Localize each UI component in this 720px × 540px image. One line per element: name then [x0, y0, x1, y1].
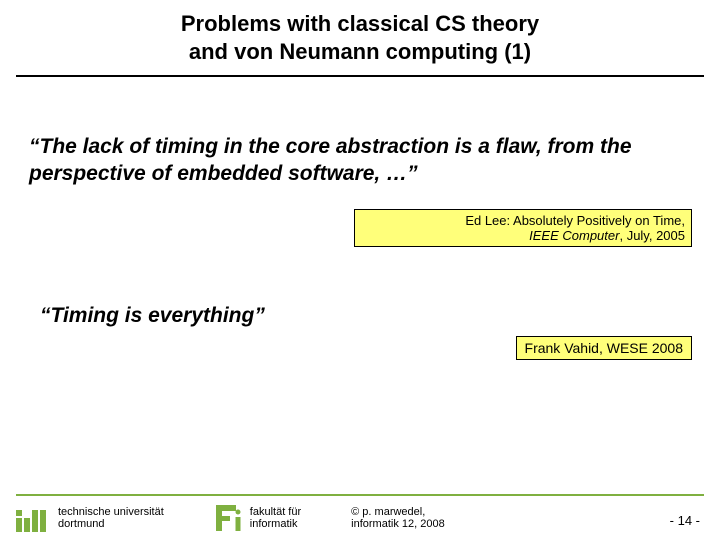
faculty-text: fakultät für informatik — [250, 506, 301, 530]
quote1-box: “The lack of timing in the core abstract… — [28, 132, 692, 189]
title-rule — [16, 75, 704, 77]
citation1-rest: , July, 2005 — [619, 228, 685, 243]
quote2-text: “Timing is everything” — [40, 304, 692, 328]
quote1-text: “The lack of timing in the core abstract… — [29, 133, 691, 188]
page-number: - 14 - — [670, 513, 700, 528]
uni-line2: dortmund — [58, 518, 164, 530]
quote2-box: “Timing is everything” — [40, 304, 692, 328]
uni-line1: technische universität — [58, 506, 164, 518]
title-line2: and von Neumann computing (1) — [0, 38, 720, 66]
citation1-line2: IEEE Computer, July, 2005 — [361, 228, 685, 243]
citation1-box: Ed Lee: Absolutely Positively on Time, I… — [354, 209, 692, 247]
fak-line1: fakultät für — [250, 506, 301, 518]
citation1-line1: Ed Lee: Absolutely Positively on Time, — [361, 213, 685, 228]
citation2-text: Frank Vahid, WESE 2008 — [525, 340, 683, 356]
university-text: technische universität dortmund — [58, 506, 164, 530]
footer: technische universität dortmund fakultät… — [0, 496, 720, 540]
title-area: Problems with classical CS theory and vo… — [0, 0, 720, 71]
title-line1: Problems with classical CS theory — [0, 10, 720, 38]
tu-logo-icon — [16, 504, 50, 532]
fi-logo-icon — [214, 503, 244, 533]
citation1-journal: IEEE Computer — [529, 228, 619, 243]
copy-line2: informatik 12, 2008 — [351, 518, 445, 530]
citation2-box: Frank Vahid, WESE 2008 — [516, 336, 692, 360]
copy-line1: © p. marwedel, — [351, 506, 445, 518]
copyright-text: © p. marwedel, informatik 12, 2008 — [351, 506, 445, 530]
fak-line2: informatik — [250, 518, 301, 530]
